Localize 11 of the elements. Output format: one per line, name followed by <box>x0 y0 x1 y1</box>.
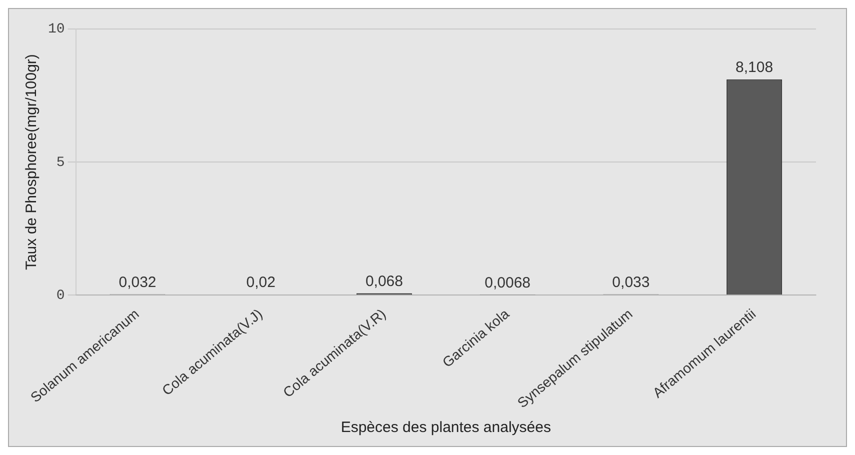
data-label: 0,068 <box>365 272 403 290</box>
y-tick-label: 0 <box>56 288 65 304</box>
x-axis-title: Espèces des plantes analysées <box>340 419 551 436</box>
data-label: 8,108 <box>736 58 774 76</box>
data-label: 0,02 <box>246 274 276 292</box>
y-tick-label: 10 <box>48 22 65 38</box>
y-axis-title: Taux de Phosphoree(mgr/100gr) <box>23 54 40 270</box>
data-label: 0,0068 <box>484 274 531 292</box>
data-label: 0,032 <box>118 274 156 291</box>
data-label: 0,033 <box>612 274 650 291</box>
y-tick-label: 5 <box>56 154 65 171</box>
